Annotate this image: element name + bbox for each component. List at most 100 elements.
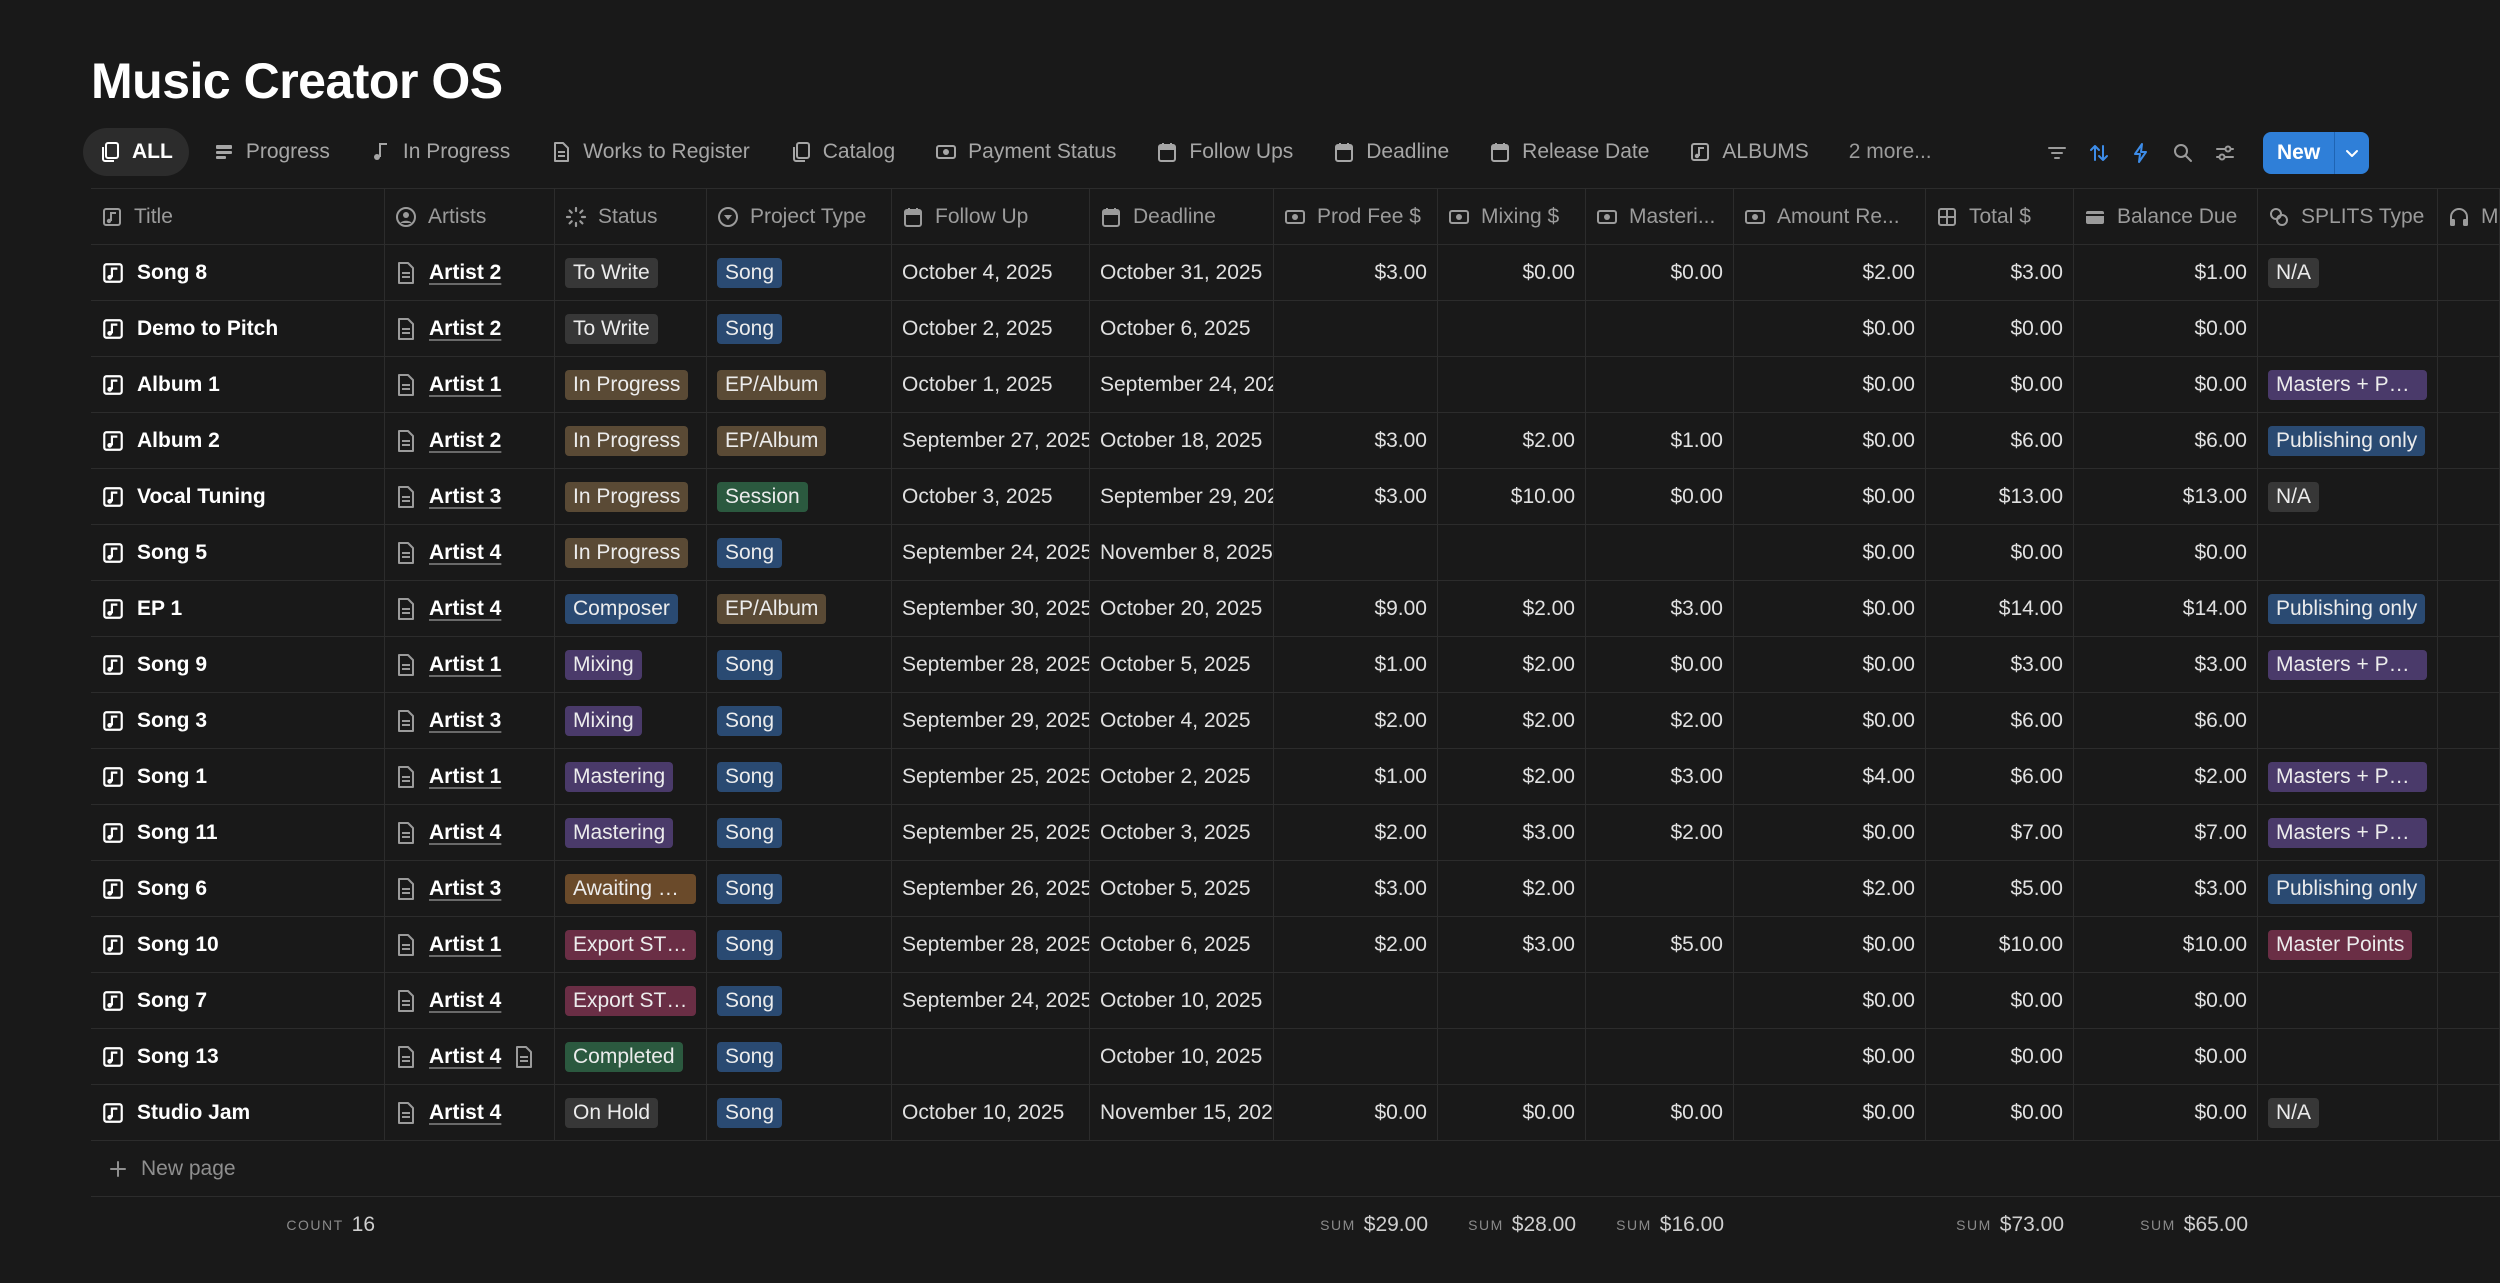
splits-type-cell[interactable]: [2258, 1029, 2438, 1084]
artist-cell[interactable]: Artist 3: [385, 469, 555, 524]
column-header[interactable]: Deadline: [1090, 189, 1274, 244]
status-cell[interactable]: To Write: [555, 245, 707, 300]
column-header[interactable]: Amount Re...: [1734, 189, 1926, 244]
deadline-cell[interactable]: October 4, 2025: [1090, 693, 1274, 748]
splits-type-cell[interactable]: Publishing only: [2258, 861, 2438, 916]
artist-link[interactable]: Artist 4: [429, 540, 502, 564]
extra-cell[interactable]: [2438, 525, 2500, 580]
title-cell[interactable]: Song 1: [91, 749, 385, 804]
column-header[interactable]: Status: [555, 189, 707, 244]
column-header[interactable]: Follow Up: [892, 189, 1090, 244]
deadline-cell[interactable]: October 10, 2025: [1090, 1029, 1274, 1084]
balance-due-cell[interactable]: $0.00: [2074, 301, 2258, 356]
total-cell[interactable]: $7.00: [1926, 805, 2074, 860]
column-header[interactable]: Prod Fee $: [1274, 189, 1438, 244]
follow-up-cell[interactable]: October 4, 2025: [892, 245, 1090, 300]
column-header[interactable]: Balance Due: [2074, 189, 2258, 244]
amount-received-cell[interactable]: $0.00: [1734, 973, 1926, 1028]
project-type-cell[interactable]: Song: [707, 917, 892, 972]
mastering-cell[interactable]: [1586, 973, 1734, 1028]
splits-type-cell[interactable]: Publishing only: [2258, 413, 2438, 468]
artist-cell[interactable]: Artist 4: [385, 525, 555, 580]
tab-deadline[interactable]: Deadline: [1317, 128, 1465, 176]
mastering-cell[interactable]: $5.00: [1586, 917, 1734, 972]
table-row[interactable]: Song 3 Artist 3 Mixing Song September 29, 20…: [91, 693, 2500, 749]
extra-cell[interactable]: [2438, 917, 2500, 972]
filter-icon[interactable]: [2045, 141, 2069, 165]
amount-received-cell[interactable]: $4.00: [1734, 749, 1926, 804]
project-type-cell[interactable]: Song: [707, 693, 892, 748]
splits-type-cell[interactable]: Masters + Publishing: [2258, 357, 2438, 412]
total-cell[interactable]: $3.00: [1926, 245, 2074, 300]
deadline-cell[interactable]: November 15, 2025: [1090, 1085, 1274, 1140]
artist-link[interactable]: Artist 1: [429, 932, 502, 956]
project-type-cell[interactable]: Song: [707, 637, 892, 692]
follow-up-cell[interactable]: October 2, 2025: [892, 301, 1090, 356]
project-type-cell[interactable]: Song: [707, 749, 892, 804]
splits-type-cell[interactable]: Masters + Publishing: [2258, 637, 2438, 692]
project-type-cell[interactable]: Song: [707, 525, 892, 580]
mastering-cell[interactable]: [1586, 525, 1734, 580]
table-row[interactable]: Demo to Pitch Artist 2 To Write Song October…: [91, 301, 2500, 357]
artist-link[interactable]: Artist 1: [429, 764, 502, 788]
mixing-cell[interactable]: [1438, 301, 1586, 356]
mastering-cell[interactable]: $0.00: [1586, 637, 1734, 692]
deadline-cell[interactable]: October 3, 2025: [1090, 805, 1274, 860]
status-cell[interactable]: In Progress: [555, 413, 707, 468]
amount-received-cell[interactable]: $0.00: [1734, 525, 1926, 580]
tab-all[interactable]: ALL: [83, 128, 189, 176]
artist-link[interactable]: Artist 3: [429, 484, 502, 508]
column-header[interactable]: Total $: [1926, 189, 2074, 244]
amount-received-cell[interactable]: $0.00: [1734, 917, 1926, 972]
status-cell[interactable]: Completed: [555, 1029, 707, 1084]
artist-link[interactable]: Artist 1: [429, 372, 502, 396]
artist-cell[interactable]: Artist 4: [385, 1085, 555, 1140]
artist-link[interactable]: Artist 4: [429, 988, 502, 1012]
total-cell[interactable]: $0.00: [1926, 1085, 2074, 1140]
prod-fee-cell[interactable]: $1.00: [1274, 749, 1438, 804]
row-title[interactable]: Song 6: [137, 876, 208, 900]
prod-fee-cell[interactable]: [1274, 973, 1438, 1028]
row-title[interactable]: Demo to Pitch: [137, 316, 279, 340]
column-header[interactable]: M: [2438, 189, 2500, 244]
title-cell[interactable]: Vocal Tuning: [91, 469, 385, 524]
tab-payment-status[interactable]: Payment Status: [919, 128, 1132, 176]
column-header[interactable]: Mixing $: [1438, 189, 1586, 244]
deadline-cell[interactable]: October 6, 2025: [1090, 301, 1274, 356]
balance-due-cell[interactable]: $10.00: [2074, 917, 2258, 972]
artist-cell[interactable]: Artist 4: [385, 805, 555, 860]
artist-cell[interactable]: Artist 4: [385, 581, 555, 636]
tab-release-date[interactable]: Release Date: [1473, 128, 1665, 176]
table-row[interactable]: Song 5 Artist 4 In Progress Song September 2…: [91, 525, 2500, 581]
mixing-cell[interactable]: $0.00: [1438, 1085, 1586, 1140]
project-type-cell[interactable]: Song: [707, 1085, 892, 1140]
more-views-button[interactable]: 2 more...: [1833, 128, 1948, 176]
follow-up-cell[interactable]: September 27, 2025: [892, 413, 1090, 468]
mastering-cell[interactable]: $0.00: [1586, 469, 1734, 524]
extra-cell[interactable]: [2438, 693, 2500, 748]
status-cell[interactable]: Composer: [555, 581, 707, 636]
project-type-cell[interactable]: EP/Album: [707, 357, 892, 412]
follow-up-cell[interactable]: October 3, 2025: [892, 469, 1090, 524]
extra-cell[interactable]: [2438, 637, 2500, 692]
prod-fee-cell[interactable]: $2.00: [1274, 917, 1438, 972]
mixing-cell[interactable]: $2.00: [1438, 749, 1586, 804]
project-type-cell[interactable]: Song: [707, 245, 892, 300]
amount-received-cell[interactable]: $0.00: [1734, 357, 1926, 412]
status-cell[interactable]: In Progress: [555, 469, 707, 524]
table-row[interactable]: Song 11 Artist 4 Mastering Song September 25…: [91, 805, 2500, 861]
mixing-cell[interactable]: $2.00: [1438, 861, 1586, 916]
artist-link[interactable]: Artist 2: [429, 260, 502, 284]
total-cell[interactable]: $13.00: [1926, 469, 2074, 524]
new-page-button[interactable]: New page: [91, 1141, 2500, 1197]
mixing-cell[interactable]: $10.00: [1438, 469, 1586, 524]
amount-received-cell[interactable]: $0.00: [1734, 413, 1926, 468]
follow-up-cell[interactable]: September 24, 2025: [892, 525, 1090, 580]
tab-progress[interactable]: Progress: [197, 128, 346, 176]
status-cell[interactable]: In Progress: [555, 525, 707, 580]
amount-received-cell[interactable]: $2.00: [1734, 245, 1926, 300]
deadline-cell[interactable]: October 5, 2025: [1090, 637, 1274, 692]
column-header[interactable]: SPLITS Type: [2258, 189, 2438, 244]
chevron-down-icon[interactable]: [2334, 132, 2369, 174]
artist-link[interactable]: Artist 1: [429, 652, 502, 676]
